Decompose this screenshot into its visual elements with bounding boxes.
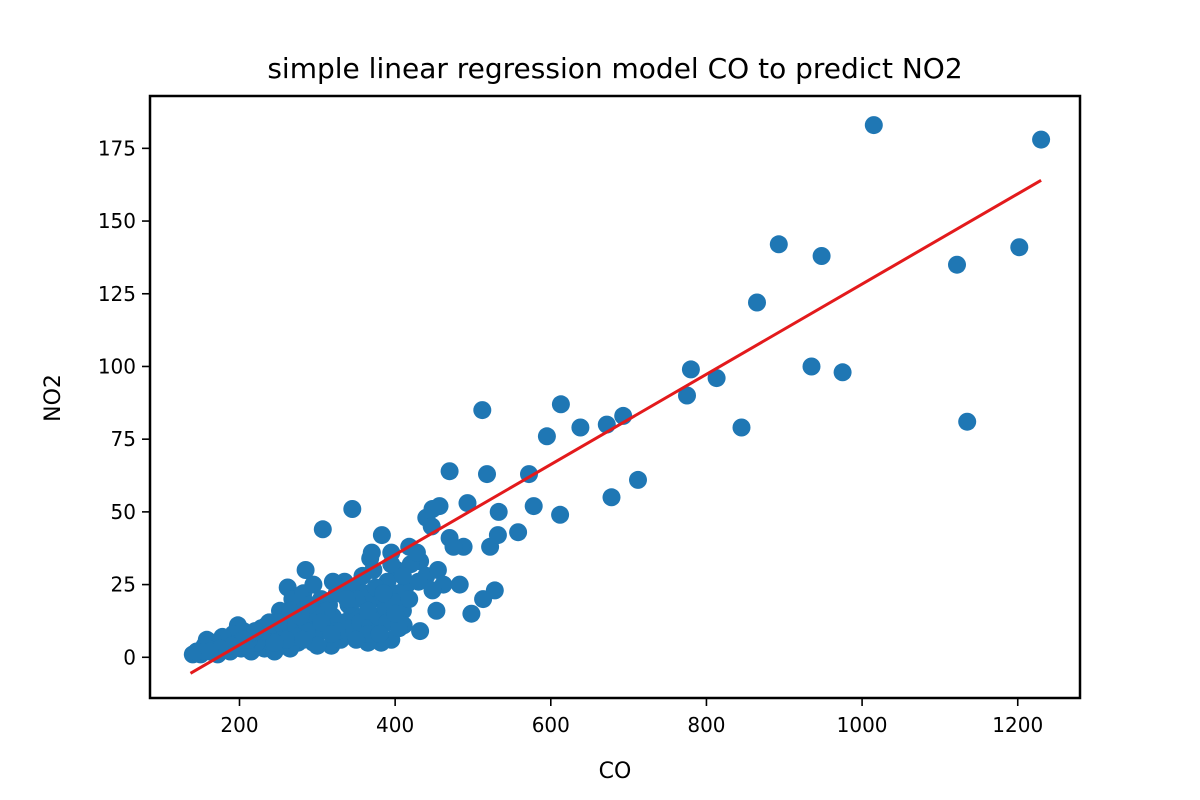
y-tick-label-25: 25: [111, 573, 136, 597]
data-point-36: [444, 537, 463, 556]
x-tick-label-600: 600: [532, 713, 570, 737]
data-point-45: [428, 561, 447, 579]
data-point-41: [372, 526, 391, 545]
data-point-160: [386, 604, 405, 623]
data-point-153: [265, 633, 284, 652]
data-point-145: [390, 619, 408, 638]
data-point-168: [281, 601, 300, 620]
y-tick-label-150: 150: [98, 209, 136, 233]
data-point-11: [678, 386, 696, 405]
data-point-22: [440, 462, 459, 481]
data-point-28: [489, 502, 508, 521]
data-point-18: [571, 418, 590, 437]
data-point-0: [864, 116, 883, 135]
data-point-39: [343, 500, 362, 518]
data-point-12: [958, 412, 977, 431]
data-point-140: [187, 642, 206, 661]
y-tick-label-75: 75: [111, 427, 136, 451]
data-point-27: [509, 523, 528, 542]
data-point-176: [362, 543, 381, 562]
data-point-161: [400, 590, 419, 609]
data-point-54: [411, 622, 430, 641]
x-axis-ticks: 200 400 600 800 1000 1200: [220, 698, 1043, 737]
x-tick-label-400: 400: [376, 713, 414, 737]
x-tick-label-1200: 1200: [992, 713, 1043, 737]
data-point-47: [423, 581, 442, 600]
data-point-7: [681, 360, 700, 379]
data-point-147: [347, 630, 366, 649]
data-point-51: [462, 604, 481, 623]
data-point-23: [629, 470, 647, 489]
data-point-177: [374, 584, 393, 603]
data-point-149: [312, 613, 331, 632]
data-point-1: [1032, 130, 1051, 149]
data-point-14: [473, 401, 492, 420]
data-point-3: [812, 247, 831, 265]
data-point-167: [294, 630, 313, 649]
regression-line-layer: [189, 179, 1042, 675]
data-point-24: [602, 488, 621, 507]
data-point-6: [748, 293, 766, 312]
data-point-165: [322, 625, 341, 643]
data-point-21: [478, 465, 496, 484]
data-point-29: [458, 494, 477, 513]
data-point-15: [551, 395, 570, 414]
data-point-13: [732, 418, 751, 437]
y-tick-label-50: 50: [111, 500, 136, 524]
data-point-4: [1010, 238, 1029, 257]
data-point-9: [802, 357, 821, 376]
x-tick-label-200: 200: [220, 713, 258, 737]
data-point-163: [358, 601, 377, 620]
x-axis-label: CO: [599, 759, 632, 784]
data-point-179: [393, 566, 412, 585]
data-point-50: [485, 581, 504, 600]
y-tick-label-100: 100: [98, 354, 136, 378]
data-point-108: [304, 575, 323, 594]
x-tick-label-1000: 1000: [837, 713, 888, 737]
data-point-2: [769, 235, 788, 254]
y-tick-label-175: 175: [98, 136, 136, 160]
data-point-159: [370, 625, 389, 643]
data-point-48: [450, 575, 469, 594]
data-point-10: [833, 363, 852, 382]
data-point-8: [707, 369, 726, 388]
data-point-164: [337, 590, 356, 609]
data-point-25: [524, 497, 543, 516]
chart-title: simple linear regression model CO to pre…: [267, 52, 962, 85]
y-tick-label-125: 125: [98, 282, 136, 306]
regression-line: [189, 179, 1042, 675]
data-point-26: [551, 505, 570, 524]
data-point-162: [409, 572, 428, 591]
data-point-62: [296, 561, 315, 579]
data-point-124: [407, 543, 426, 562]
y-axis-label: NO2: [41, 374, 66, 422]
data-point-52: [427, 601, 446, 620]
data-point-40: [313, 520, 332, 539]
data-point-5: [948, 255, 966, 274]
data-point-157: [323, 572, 342, 591]
data-point-38: [488, 526, 507, 545]
y-tick-label-0: 0: [123, 645, 136, 669]
y-axis-ticks: 0 25 50 75 100 125 150 175: [98, 136, 150, 669]
data-point-175: [200, 642, 219, 661]
data-point-166: [308, 636, 327, 655]
x-tick-label-800: 800: [687, 713, 725, 737]
data-point-19: [537, 427, 556, 446]
plot-frame: [148, 94, 1082, 700]
points-layer: [183, 116, 1051, 664]
